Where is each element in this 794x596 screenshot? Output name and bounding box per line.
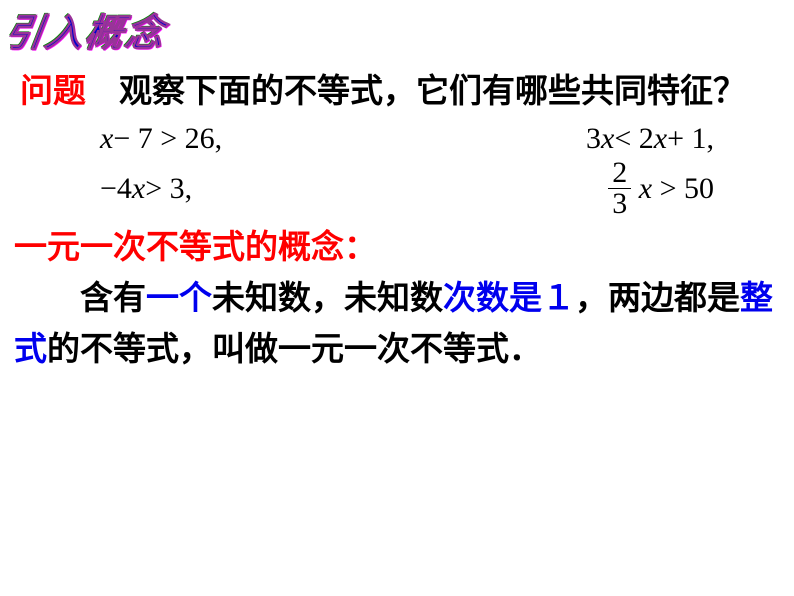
equation-row-2: −4x > 3, 2 3 x > 50 <box>100 158 714 219</box>
equation-2: 3x < 2x + 1, <box>586 122 714 156</box>
fraction-2-3: 2 3 <box>608 158 631 219</box>
def-highlight-2: 次数是１ <box>443 281 575 317</box>
def-text-4: 的不等式，叫做一元一次不等式． <box>47 332 542 368</box>
equation-4: 2 3 x > 50 <box>608 158 714 219</box>
definition-block: 一元一次不等式的概念： 含有一个未知数，未知数次数是１，两边都是整式的不等式，叫… <box>0 221 794 376</box>
def-text-1: 含有 <box>80 281 146 317</box>
def-text-2: 未知数，未知数 <box>212 281 443 317</box>
question-text: 观察下面的不等式，它们有哪些共同特征？ <box>86 74 746 110</box>
definition-title: 一元一次不等式的概念： <box>14 223 774 274</box>
equation-3: −4x > 3, <box>100 172 192 206</box>
def-text-3: ，两边都是 <box>575 281 740 317</box>
definition-body: 含有一个未知数，未知数次数是１，两边都是整式的不等式，叫做一元一次不等式． <box>14 274 774 376</box>
fraction-numerator: 2 <box>608 158 631 189</box>
equations-block: x − 7 > 26, 3x < 2x + 1, −4x > 3, 2 3 x … <box>0 118 794 221</box>
fraction-denominator: 3 <box>608 189 631 219</box>
equation-row-1: x − 7 > 26, 3x < 2x + 1, <box>100 122 714 156</box>
question-label: 问题 <box>20 74 86 110</box>
question-block: 问题 观察下面的不等式，它们有哪些共同特征？ <box>0 57 794 118</box>
def-highlight-1: 一个 <box>146 281 212 317</box>
equation-1: x − 7 > 26, <box>100 122 222 156</box>
section-title: 引入概念 <box>0 0 794 57</box>
